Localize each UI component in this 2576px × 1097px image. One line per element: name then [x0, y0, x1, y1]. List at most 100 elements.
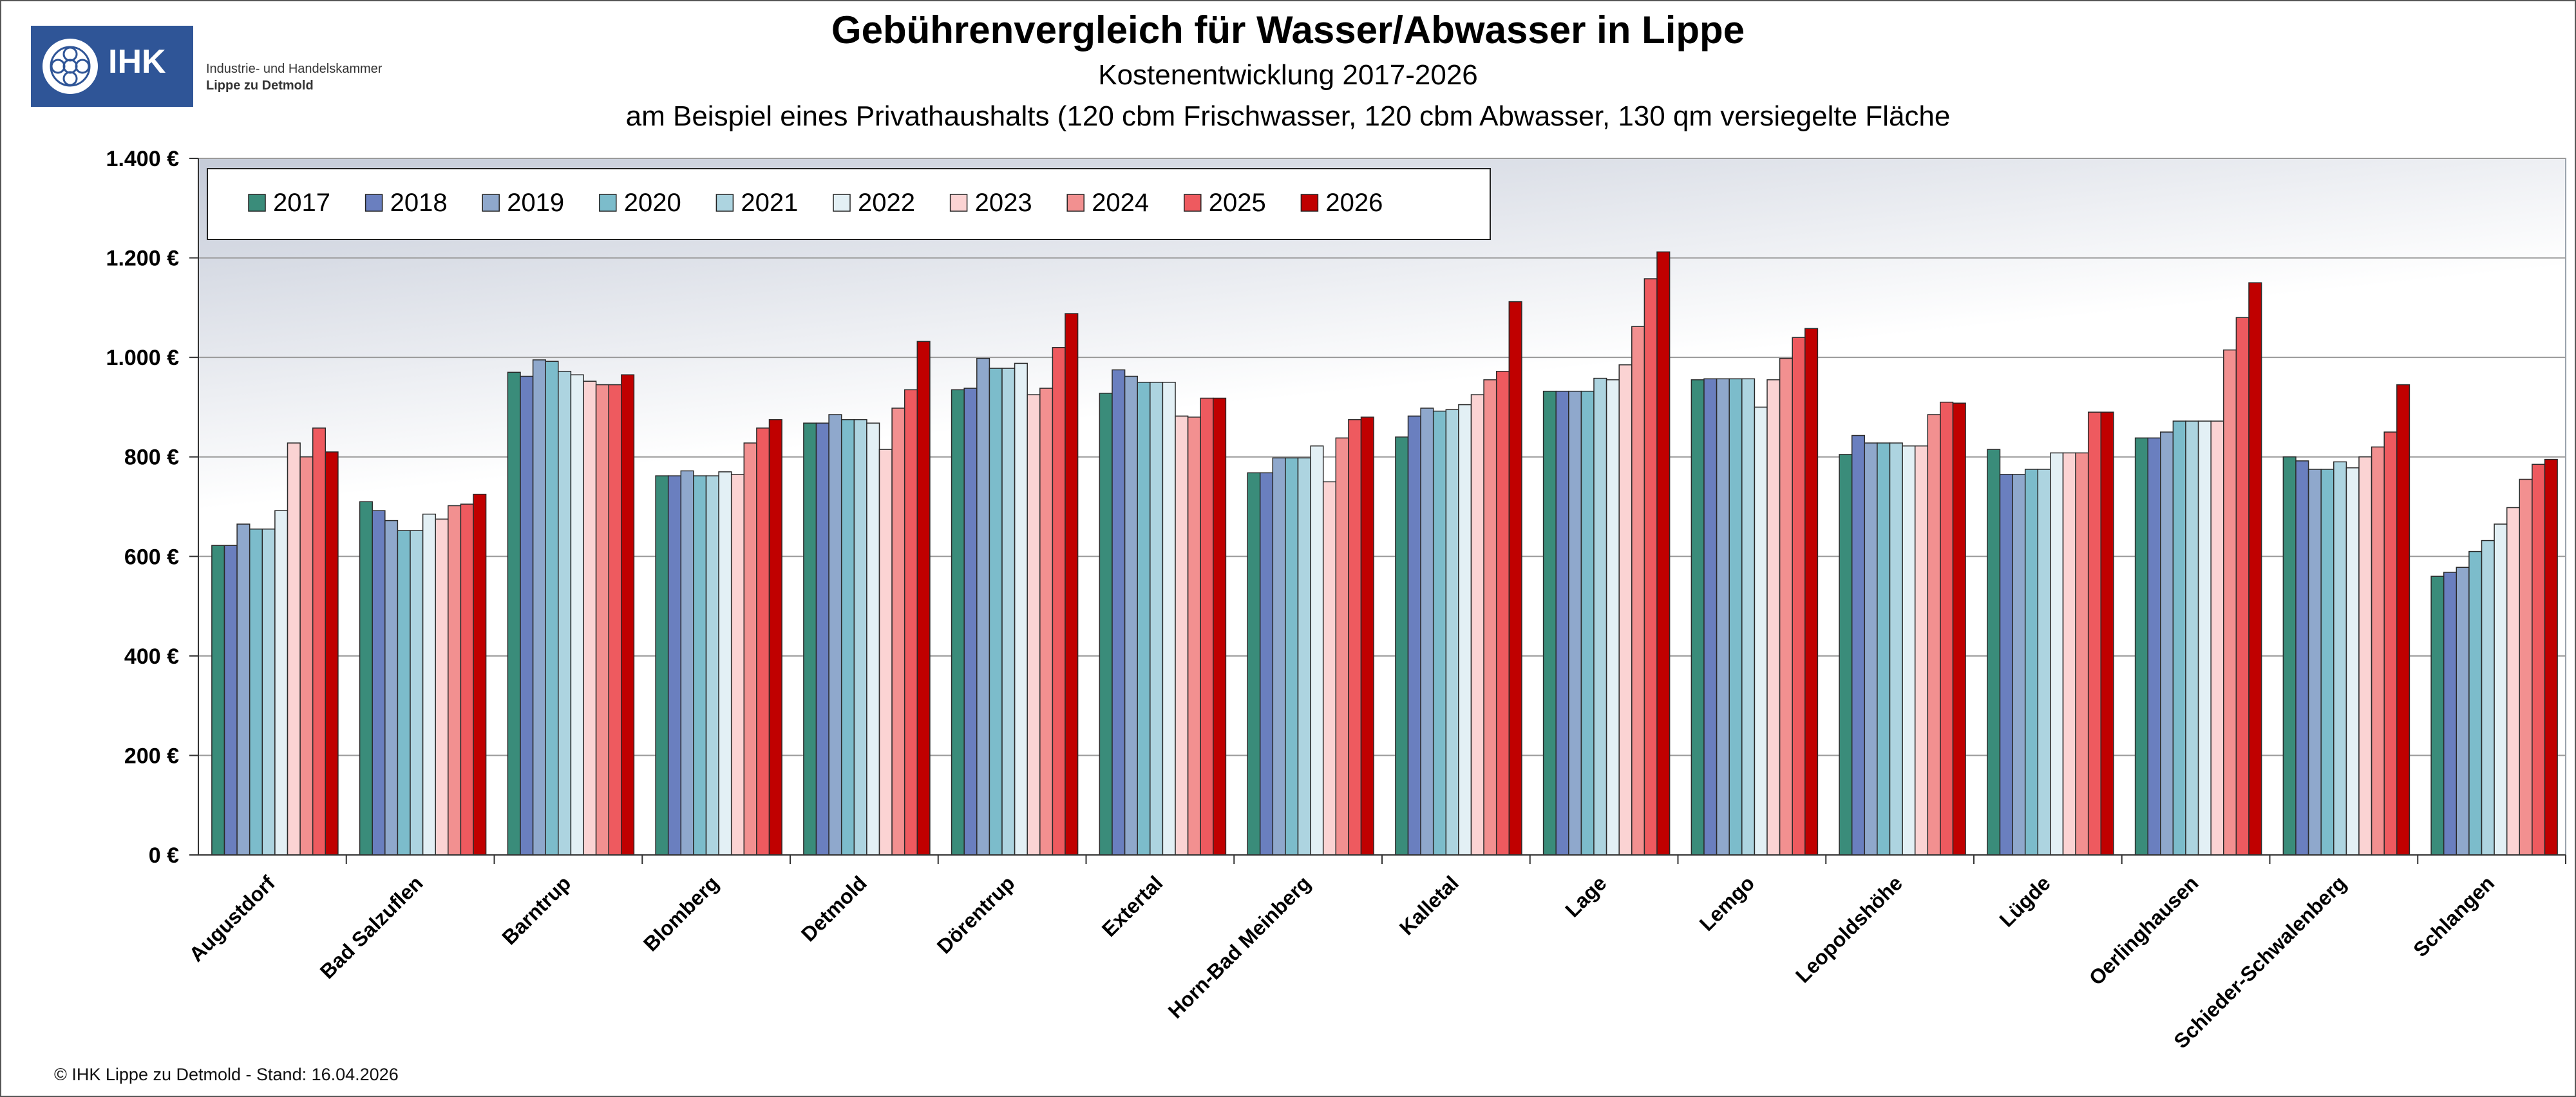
- bar: [236, 523, 251, 856]
- bar: [448, 505, 462, 856]
- y-axis: 0 € 200 € 400 € 600 € 800 € 1.000 € 1.200 € 1.4…: [106, 147, 199, 868]
- bar: [460, 503, 474, 856]
- bar: [1285, 457, 1299, 856]
- bar: [2075, 452, 2089, 856]
- x-tick-label: Bad Salzuflen: [316, 871, 428, 983]
- bar: [866, 422, 880, 856]
- x-tick-label: Kalletal: [1395, 871, 1463, 939]
- bar: [312, 427, 327, 856]
- legend-swatch: [949, 194, 968, 212]
- bar: [422, 513, 436, 856]
- bar: [1593, 377, 1607, 856]
- y-tick-label: 400 €: [124, 644, 179, 669]
- bar: [274, 510, 289, 856]
- legend: 2017 2018 2019 2020 2021 2022 2023 2024 2025 2026: [207, 168, 1491, 240]
- legend-swatch: [482, 194, 500, 212]
- bar: [730, 474, 745, 856]
- bar: [1187, 417, 1201, 856]
- bar: [1259, 472, 1274, 856]
- bar: [211, 545, 225, 856]
- logo-line2: Lippe zu Detmold: [206, 79, 314, 93]
- bar: [1851, 435, 1866, 856]
- lippe-rose-icon: [43, 39, 98, 94]
- bar: [2185, 420, 2199, 856]
- bar: [951, 389, 965, 856]
- bar: [1555, 390, 1569, 856]
- legend-swatch: [1066, 194, 1084, 212]
- bar: [1395, 436, 1409, 856]
- bar: [1631, 326, 1645, 856]
- x-tick-label: Leopoldshöhe: [1791, 871, 1907, 987]
- bar: [963, 388, 978, 856]
- legend-label: 2022: [858, 189, 915, 217]
- bar: [1432, 410, 1447, 856]
- bar: [1703, 378, 1718, 856]
- legend-swatch: [1184, 194, 1202, 212]
- legend-label: 2024: [1092, 189, 1149, 217]
- bar: [1200, 397, 1214, 856]
- bar: [1618, 364, 1633, 856]
- y-tick-label: 200 €: [124, 744, 179, 768]
- bar: [1175, 415, 1189, 856]
- bar: [1065, 313, 1079, 856]
- x-tick-label: Lemgo: [1695, 871, 1759, 935]
- bar: [1099, 393, 1113, 856]
- bar: [2430, 576, 2445, 856]
- bar: [1766, 379, 1781, 856]
- legend-label: 2026: [1325, 189, 1383, 217]
- bar: [1754, 406, 1768, 856]
- bar: [583, 380, 597, 856]
- bar: [410, 530, 424, 856]
- ihk-logo: IHK Industrie- und Handelskammer Lippe z…: [31, 26, 404, 108]
- bar: [2443, 572, 2458, 856]
- bar: [2371, 446, 2385, 856]
- bar: [803, 422, 817, 856]
- bar: [372, 510, 386, 856]
- x-tick-label: Oerlinghausen: [2085, 871, 2203, 989]
- bar: [325, 451, 339, 856]
- bar: [570, 374, 584, 856]
- bar: [1839, 454, 1853, 856]
- bar: [2383, 431, 2398, 856]
- bar: [545, 361, 559, 856]
- bar: [1039, 388, 1054, 856]
- bar: [1150, 382, 1164, 856]
- y-tick-label: 0 €: [149, 843, 179, 868]
- x-tick-label: Schieder-Schwalenberg: [2169, 871, 2351, 1053]
- x-tick-label: Lügde: [1994, 871, 2054, 931]
- y-tick-label: 1.000 €: [106, 346, 180, 370]
- bar: [1508, 301, 1522, 856]
- bar: [1014, 362, 1028, 856]
- legend-swatch: [1300, 194, 1319, 212]
- bar: [1902, 445, 1916, 856]
- bar: [532, 359, 546, 856]
- bar: [1458, 404, 1472, 856]
- bar: [1580, 390, 1595, 856]
- bar: [608, 384, 622, 856]
- bar: [397, 530, 411, 856]
- bar: [1952, 402, 1966, 856]
- bar: [1213, 397, 1227, 856]
- legend-swatch: [833, 194, 851, 212]
- bar: [249, 529, 263, 856]
- x-tick-label: Schlangen: [2409, 871, 2499, 961]
- bar: [2345, 467, 2360, 856]
- legend-label: 2023: [975, 189, 1032, 217]
- bar: [2037, 469, 2051, 856]
- x-tick-label: Lage: [1560, 871, 1611, 921]
- bar: [1335, 437, 1349, 856]
- bar: [2062, 452, 2076, 856]
- logo-abbr: IHK: [108, 43, 166, 80]
- legend-swatch: [248, 194, 266, 212]
- bar: [1247, 472, 1261, 856]
- x-tick-label: Horn-Bad Meinberg: [1164, 871, 1315, 1022]
- bar: [1568, 390, 1582, 856]
- bar: [1297, 457, 1311, 856]
- chart-subtitle: Kostenentwicklung 2017-2026: [1098, 59, 1478, 91]
- bar: [1999, 474, 2013, 856]
- bar: [989, 368, 1003, 856]
- bar: [2223, 349, 2237, 856]
- bar: [1124, 375, 1138, 856]
- bar: [2481, 539, 2495, 856]
